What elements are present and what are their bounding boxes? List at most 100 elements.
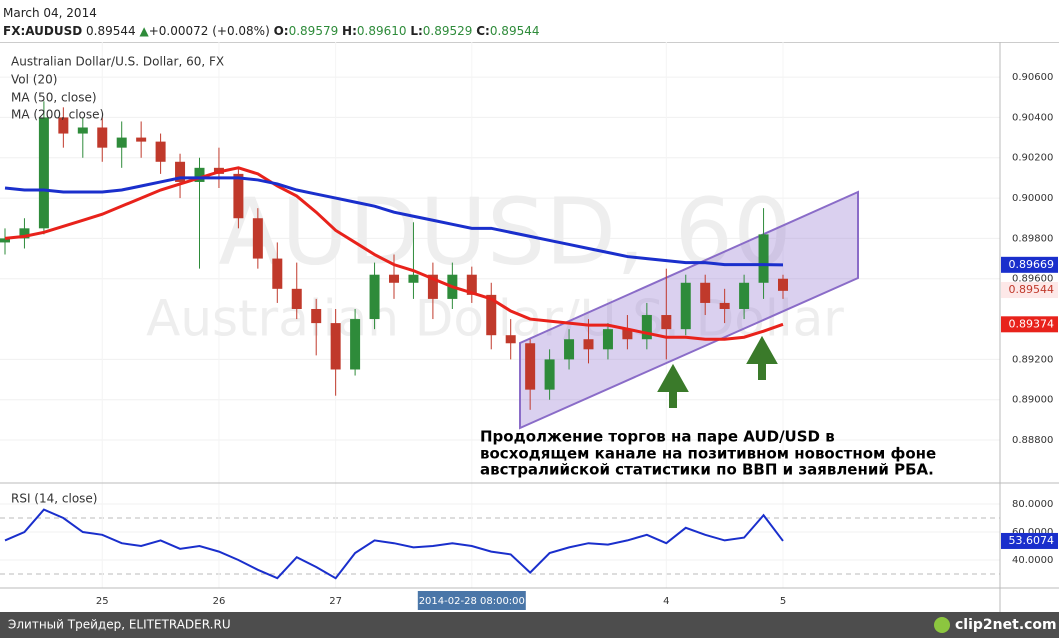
candle-body: [116, 137, 127, 148]
candle-body: [350, 319, 361, 370]
annotation: восходящем канале на позитивном новостно…: [480, 445, 936, 463]
candle-body: [389, 274, 399, 283]
candle-body: [622, 329, 633, 340]
chart-title: Australian Dollar/U.S. Dollar, 60, FX: [11, 55, 224, 69]
candle-body: [330, 323, 341, 370]
candle-body: [505, 335, 516, 344]
candle-body: [58, 117, 69, 134]
symbol: FX:AUDUSD: [3, 24, 83, 38]
candle-body: [272, 258, 283, 289]
price-tag: [1001, 282, 1058, 299]
candle-body: [0, 238, 10, 243]
ma-line: [4, 176, 784, 267]
candle-body: [583, 339, 594, 350]
l: 0.89529: [422, 24, 473, 38]
candle-body: [525, 343, 536, 390]
change: +0.00072 (+0.08%): [148, 24, 270, 38]
y-tick-label: 0.89600: [1012, 274, 1053, 285]
y-tick-label: 0.89800: [1012, 233, 1053, 244]
o-label: O:: [273, 24, 289, 38]
price-tag: [1001, 256, 1058, 273]
price-tag-label: 0.89374: [1009, 317, 1055, 330]
candle-body: [38, 117, 49, 229]
candle-body: [155, 141, 166, 162]
y-tick-label: 80.0000: [1012, 499, 1053, 510]
price-tag-label: 0.89544: [1009, 283, 1055, 296]
rsi-line: [4, 508, 784, 580]
candle-body: [252, 218, 263, 259]
crosshair-time-box: [417, 591, 526, 610]
candle-body: [311, 308, 322, 324]
crosshair-time: 2014-02-28 08:00:00: [419, 596, 525, 607]
x-tick-label: 5: [780, 596, 786, 607]
arrow: [746, 335, 778, 380]
ma-line: [4, 166, 784, 341]
candle-body: [486, 294, 497, 336]
y-tick-label: 0.88800: [1012, 435, 1053, 446]
candle-body: [369, 274, 380, 320]
x-tick-label: 27: [329, 596, 342, 607]
legend-entry: MA (200, close): [11, 108, 104, 122]
logo-icon: [934, 617, 950, 633]
footer-site: Элитный Трейдер, ELITETRADER.RU: [8, 618, 231, 632]
x-tick-label: 4: [663, 596, 669, 607]
candle-body: [194, 167, 205, 182]
h-label: H:: [342, 24, 357, 38]
price-tag-label: 0.89669: [1009, 258, 1055, 271]
plot: [0, 101, 788, 580]
c-label: C:: [476, 24, 490, 38]
candle-body: [291, 288, 302, 309]
background: [0, 42, 1000, 588]
candle-body: [641, 315, 652, 340]
candle-body: [719, 302, 730, 309]
quote-line: FX:AUDUSD 0.89544 ▲+0.00072 (+0.08%) O:0…: [3, 24, 539, 38]
y-tick-label: 0.90200: [1012, 153, 1053, 164]
indicator: Vol (20): [11, 73, 57, 87]
candle-body: [466, 274, 477, 295]
candle-body: [602, 329, 613, 350]
price-tag-label: 53.6074: [1009, 534, 1055, 547]
candle-body: [19, 228, 30, 239]
last: 0.89544: [86, 24, 136, 38]
y-tick-label: 0.90600: [1012, 72, 1053, 83]
arrow: [657, 363, 689, 408]
footer: [0, 612, 1059, 638]
candle-body: [408, 274, 419, 283]
price-tag: [1001, 532, 1058, 549]
x-tick-label: 26: [213, 596, 226, 607]
candle-body: [544, 359, 555, 390]
candle-body: [758, 234, 769, 283]
candle-body: [136, 137, 147, 142]
y-tick-label: 0.89000: [1012, 395, 1053, 406]
candle-body: [233, 173, 244, 219]
legend-entry: MA (50, close): [11, 91, 97, 105]
candle-body: [175, 161, 186, 182]
candle-body: [700, 282, 711, 303]
candle-body: [77, 127, 88, 134]
y-tick-label: 0.90000: [1012, 193, 1053, 204]
annotation: австралийской статистики по ВВП и заявле…: [480, 461, 934, 479]
y-tick-label: 0.89200: [1012, 354, 1053, 365]
annotation: Продолжение торгов на паре AUD/USD в: [480, 428, 835, 446]
footer-logo: clip2net.com: [955, 617, 1057, 633]
y-tick-label: 0.90400: [1012, 112, 1053, 123]
price-tag: [1001, 316, 1058, 333]
candle-body: [661, 315, 672, 330]
candle-body: [778, 278, 788, 291]
up-arrow: ▲: [139, 24, 149, 38]
h: 0.89610: [356, 24, 407, 38]
y-tick-label: 60.0000: [1012, 527, 1053, 538]
o: 0.89579: [288, 24, 339, 38]
candle-body: [564, 339, 575, 360]
c: 0.89544: [489, 24, 540, 38]
candle-body: [739, 282, 750, 309]
date: March 04, 2014: [3, 6, 97, 20]
l-label: L:: [410, 24, 423, 38]
y-tick-label: 40.0000: [1012, 555, 1053, 566]
panel-border: [0, 42, 1059, 43]
candle-body: [97, 127, 108, 148]
rsi-title: RSI (14, close): [11, 492, 97, 506]
candle-body: [680, 282, 691, 330]
